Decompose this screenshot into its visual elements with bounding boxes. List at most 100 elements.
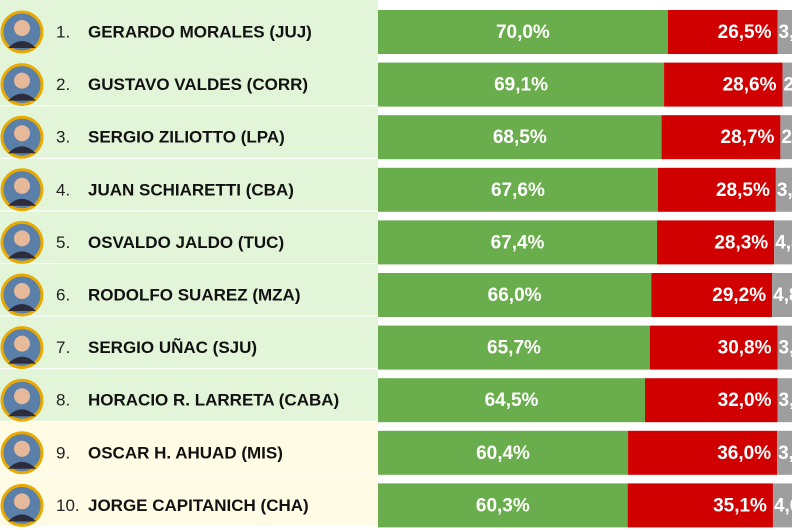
avatar-face [14,125,30,142]
value-label: 4,6% [774,495,800,516]
category-label: RODOLFO SUAREZ (MZA) [88,285,300,304]
rank: 8. [56,391,70,410]
avatar-face [14,440,30,457]
avatar-body [8,93,36,101]
bar-segment [667,10,778,54]
category-label: HORACIO R. LARRETA (CABA) [88,391,339,410]
value-label: 35,1% [713,495,767,516]
rank: 2. [56,75,70,94]
bar-segment [651,273,773,317]
bar-segment [661,115,781,160]
value-label: 29,2% [712,285,766,306]
value-label: 66,0% [488,285,542,306]
value-label: 70,0% [496,22,550,43]
avatar-body [8,356,36,364]
bar-segment [649,325,778,370]
category-label: GUSTAVO VALDES (CORR) [88,75,308,94]
category-label: SERGIO ZILIOTTO (LPA) [88,128,285,147]
value-label: 3,6% [778,443,800,464]
rank: 1. [56,22,70,41]
avatar-body [8,251,36,259]
rank: 10. [56,496,80,515]
bar-segment [777,430,792,475]
value-label: 67,6% [491,180,545,201]
row-background [0,264,378,316]
value-label: 60,4% [476,443,530,464]
value-label: 3,9% [777,180,800,201]
value-label: 3,5% [779,22,800,43]
bar-segment [780,115,792,160]
avatar-face [14,230,30,247]
avatar-body [8,409,36,417]
rank: 9. [56,443,70,462]
bar-segment [378,273,652,317]
bar-segment [378,10,668,54]
avatar-face [14,493,30,510]
category-label: JUAN SCHIARETTI (CBA) [88,180,294,199]
bar-segment [657,220,775,265]
avatar-body [8,198,36,206]
avatar-body [8,146,36,154]
value-label: 60,3% [476,495,530,516]
category-label: OSVALDO JALDO (TUC) [88,233,284,252]
value-label: 36,0% [717,443,771,464]
bar-segment [378,115,662,160]
avatar-face [14,72,30,89]
value-label: 67,4% [491,232,545,253]
category-label: JORGE CAPITANICH (CHA) [88,496,309,515]
value-label: 68,5% [493,127,547,148]
avatar-face [14,388,30,405]
value-label: 32,0% [718,390,772,411]
bar-segment [774,220,792,265]
rank: 3. [56,128,70,147]
value-label: 26,5% [718,22,772,43]
row-background [0,0,378,62]
avatar-body [8,514,36,522]
bar-segment [378,167,658,212]
avatar-body [8,41,36,48]
category-label: OSCAR H. AHUAD (MIS) [88,443,283,462]
avatar-face [14,283,30,299]
rank: 4. [56,180,70,199]
bar-segment [777,378,792,423]
rank: 6. [56,285,70,304]
bar-segment [777,325,792,370]
bar-segment [378,325,650,370]
avatar-face [14,20,30,36]
bar-segment [378,220,658,265]
value-label: 3,5% [779,338,800,359]
bar-segment [782,62,792,107]
avatar-face [14,177,30,194]
value-label: 4,8% [773,285,800,306]
value-label: 69,1% [494,75,548,96]
bar-segment [772,483,792,528]
value-label: 64,5% [485,390,539,411]
value-label: 4,3% [775,232,800,253]
bar-segment [777,10,792,54]
value-label: 65,7% [487,338,541,359]
bar-segment [657,167,776,212]
row-background [0,106,378,158]
avatar-body [8,304,36,311]
value-label: 30,8% [718,338,772,359]
row-background [0,53,378,106]
rank: 7. [56,338,70,357]
bar-segment [772,273,792,317]
category-label: GERARDO MORALES (JUJ) [88,22,312,41]
avatar-body [8,461,36,469]
rank: 5. [56,233,70,252]
bar-segment [378,483,628,528]
row-background [0,211,378,263]
value-label: 28,7% [721,127,775,148]
bar-segment [627,483,773,528]
bar-segment [628,430,778,475]
value-label: 28,3% [714,232,768,253]
row-background [0,369,378,421]
bar-segment [645,378,778,423]
value-label: 28,5% [716,180,770,201]
value-label: 28,6% [723,75,777,96]
row-background [0,158,378,211]
